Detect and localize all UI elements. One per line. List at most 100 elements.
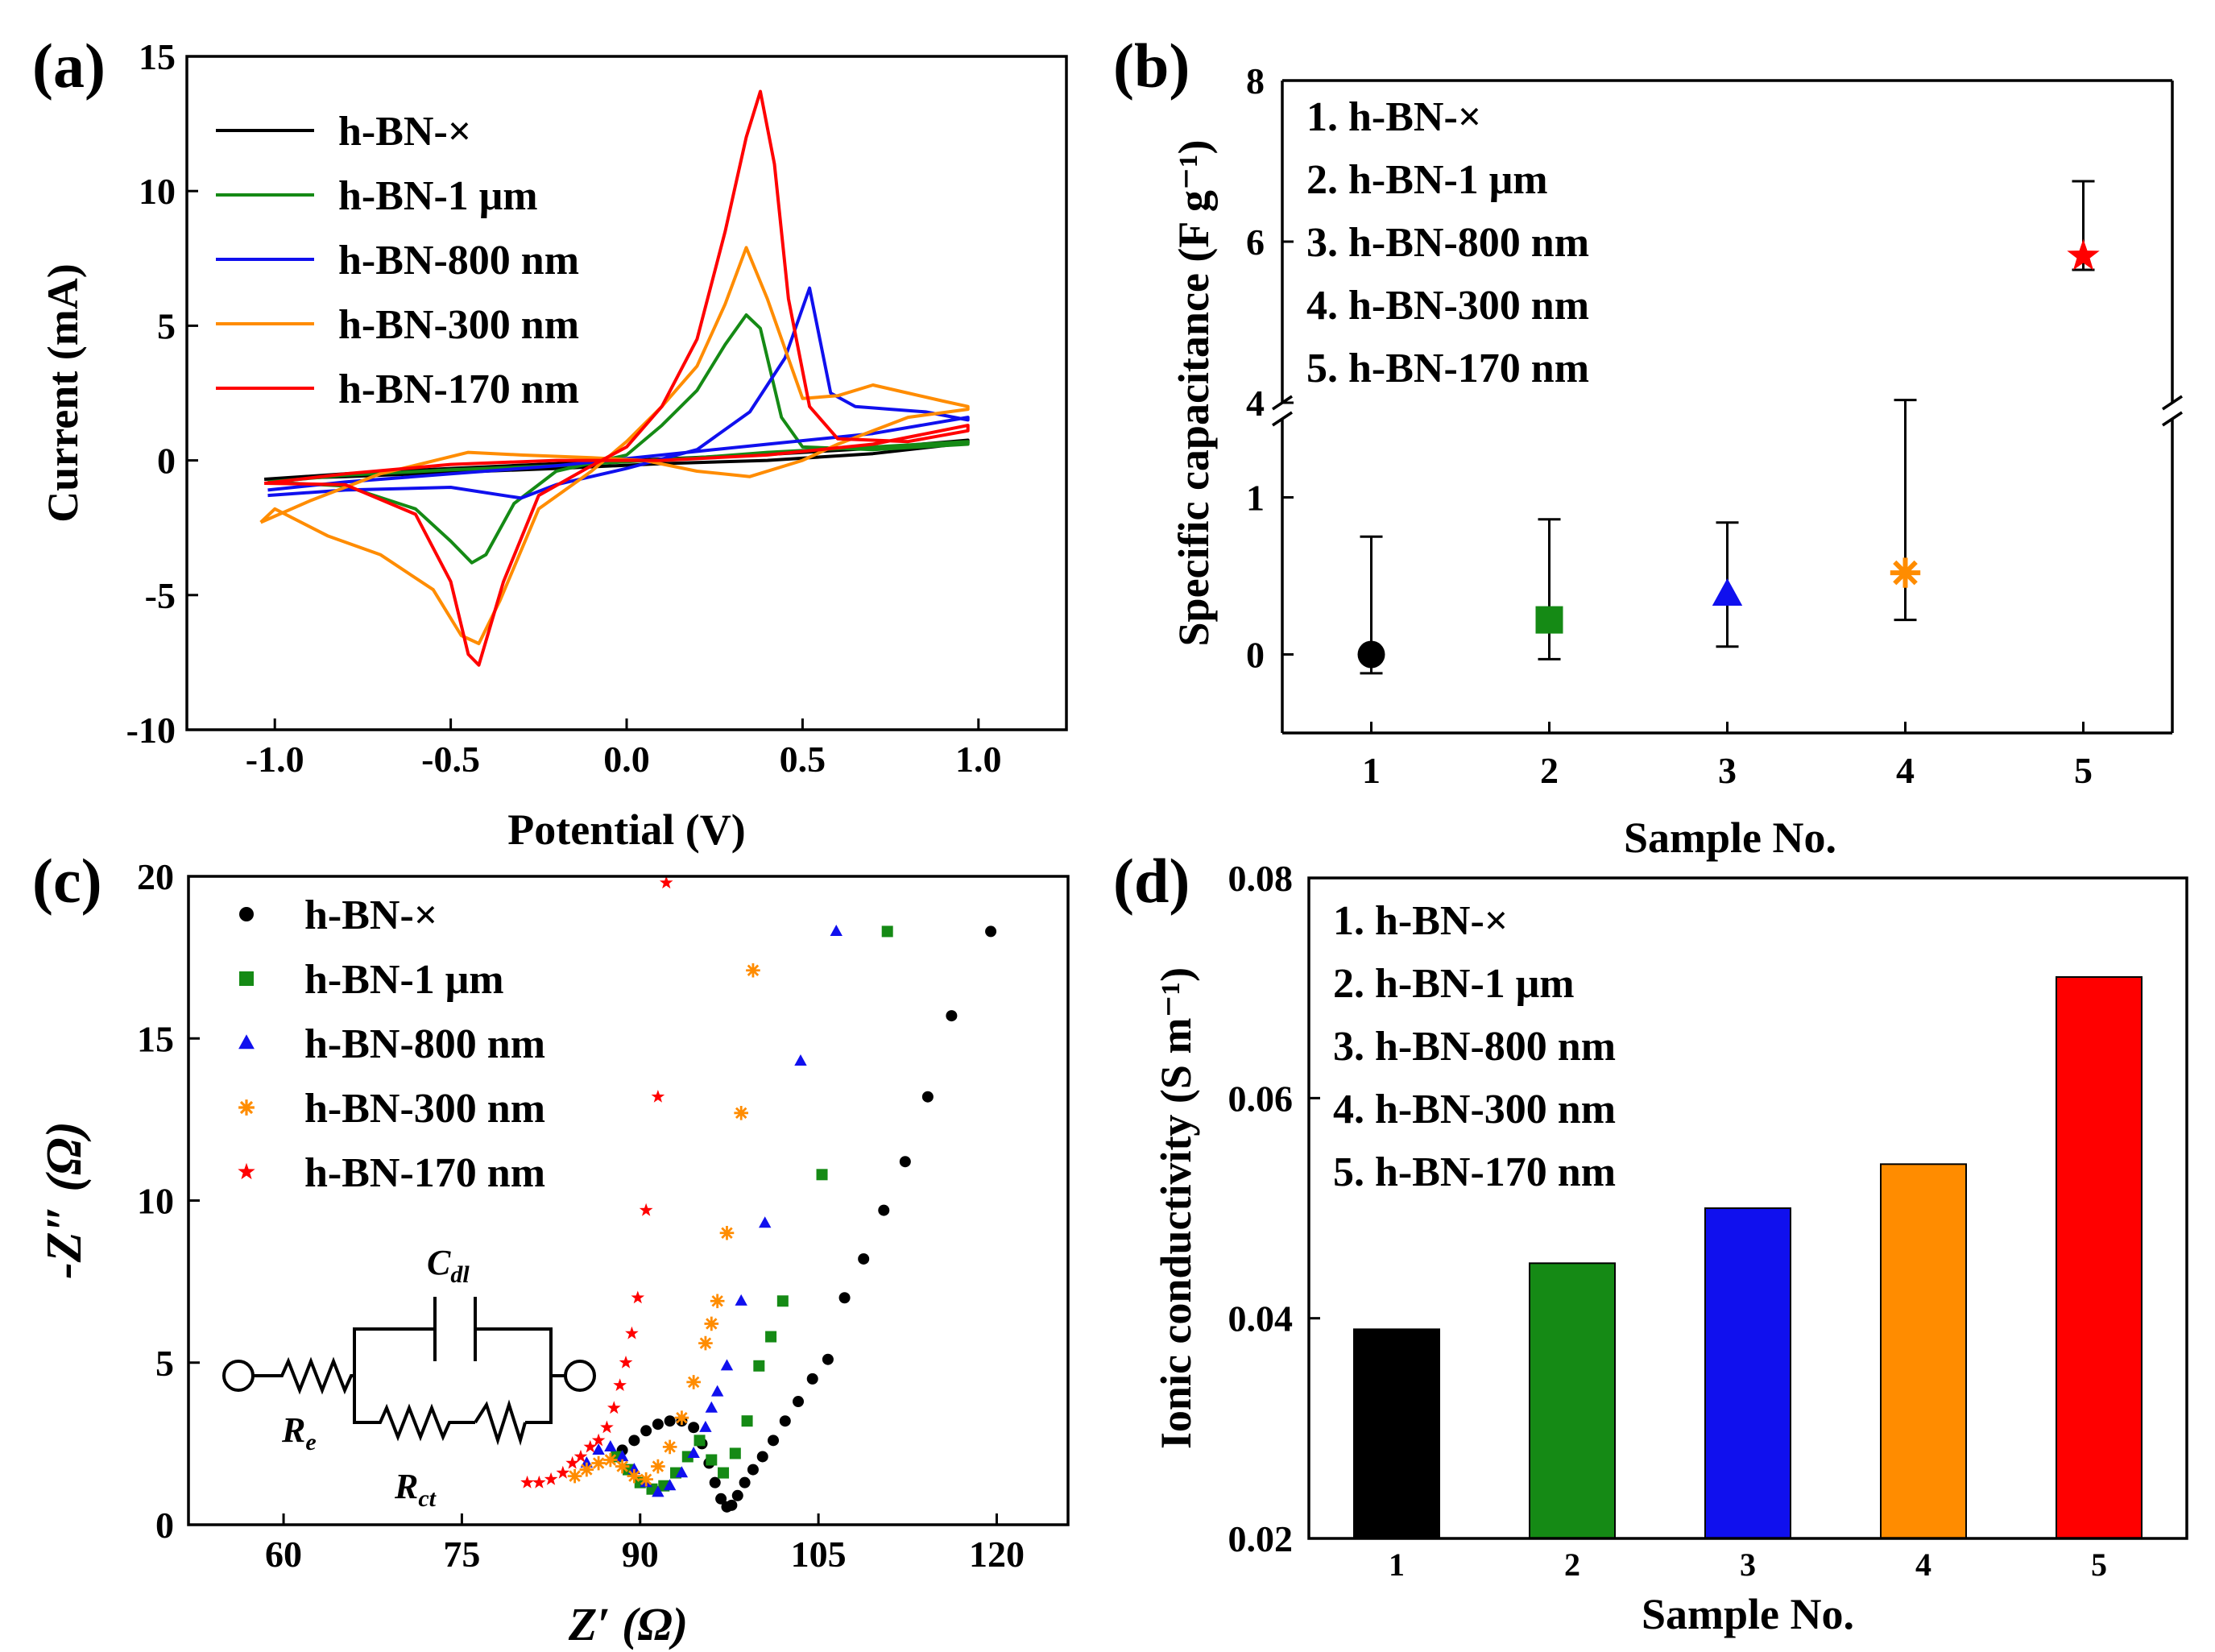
- panel-c-point-s2: [881, 925, 893, 938]
- panel-c-legend-marker-2: [239, 971, 254, 986]
- panel-b-point-1: [1357, 640, 1385, 669]
- panel-b-legend-item-2: 2. h-BN-1 μm: [1306, 157, 1548, 203]
- panel-c-point-s1: [628, 1435, 640, 1447]
- panel-c-point-s1: [793, 1396, 805, 1408]
- panel-c-point-s1: [806, 1373, 818, 1385]
- panel-c-point-s5: [544, 1472, 558, 1485]
- panel-c-point-s4: [710, 1294, 725, 1309]
- panel-c-point-s3: [615, 1450, 629, 1462]
- panel-d-xtick-label: 1: [1389, 1546, 1405, 1583]
- panel-c-point-s1: [756, 1451, 768, 1463]
- panel-b-legend-item-4: 4. h-BN-300 nm: [1306, 283, 1589, 329]
- panel-c-point-s5: [607, 1401, 621, 1414]
- panel-c-point-s3: [794, 1054, 807, 1066]
- rct-label: Rct: [394, 1467, 437, 1512]
- panel-a-ytick-label: -10: [126, 710, 176, 751]
- panel-c-point-s1: [688, 1422, 700, 1434]
- panel-a-xtick-label: 0.5: [780, 739, 826, 780]
- panel-c-point-s4: [615, 1459, 630, 1474]
- panel-a-ytick-label: 5: [157, 305, 176, 346]
- panel-c-xtick-label: 105: [791, 1534, 847, 1575]
- panel-c-xtick-label: 120: [969, 1534, 1025, 1575]
- panel-d-xlabel: Sample No.: [1642, 1590, 1854, 1638]
- panel-d-bar-1: [1353, 1328, 1440, 1540]
- panel-b-ytick-label: 6: [1246, 222, 1265, 263]
- panel-b-ytick-label: 8: [1246, 60, 1265, 101]
- panel-c-point-s1: [946, 1010, 958, 1022]
- panel-c-ytick-label: 10: [137, 1181, 174, 1222]
- panel-c-point-s4: [674, 1410, 689, 1425]
- panel-c-point-s2: [706, 1454, 718, 1466]
- panel-a-ytick-label: 15: [139, 36, 176, 77]
- panel-d-bar-4: [1880, 1163, 1967, 1540]
- panel-a-label: (a): [32, 31, 106, 101]
- panel-c-point-s3: [675, 1466, 689, 1478]
- panel-b-point-3: [1712, 578, 1743, 606]
- panel-b-xtick-label: 2: [1540, 750, 1559, 791]
- panel-c-point-s2: [816, 1169, 828, 1181]
- panel-a-xtick-label: -1.0: [246, 739, 304, 780]
- panel-c-point-s4: [686, 1375, 701, 1389]
- panel-c-point-s1: [747, 1464, 759, 1476]
- panel-c-point-s4: [662, 1439, 677, 1455]
- panel-c-point-s5: [532, 1475, 546, 1488]
- panel-c-legend-label-3: h-BN-800 nm: [304, 1021, 545, 1067]
- panel-c-point-s5: [600, 1420, 614, 1434]
- panel-b-legend-item-1: 1. h-BN-×: [1306, 94, 1481, 140]
- panel-c-point-s3: [705, 1401, 718, 1413]
- panel-c-point-s4: [746, 963, 760, 978]
- panel-c-xlabel: Z′ (Ω): [568, 1598, 688, 1650]
- panel-d-bar-3: [1704, 1207, 1791, 1539]
- panel-b-ytick-label: 4: [1246, 383, 1265, 424]
- panel-d-legend-item-3: 3. h-BN-800 nm: [1333, 1024, 1616, 1070]
- panel-c-point-s3: [604, 1440, 617, 1451]
- panel-a-xtick-label: -0.5: [421, 739, 480, 780]
- panel-d-ylabel: Ionic conductivity (S m⁻¹): [1152, 967, 1200, 1449]
- panel-a-frame: [185, 55, 1068, 731]
- panel-c-legend-marker-4: [238, 1099, 255, 1116]
- panel-c-point-s4: [627, 1468, 642, 1484]
- panel-d-label: (d): [1113, 846, 1190, 916]
- panel-c-point-s4: [579, 1462, 594, 1477]
- panel-d-legend-item-4: 4. h-BN-300 nm: [1333, 1087, 1616, 1132]
- panel-d-ytick-label: 0.02: [1228, 1518, 1294, 1559]
- panel-c-ytick-label: 20: [137, 856, 174, 897]
- panel-b-xtick-label: 5: [2074, 750, 2093, 791]
- panel-c-point-s5: [565, 1455, 579, 1469]
- panel-c-legend-marker-1: [239, 907, 254, 921]
- panel-c-point-s3: [592, 1443, 605, 1455]
- panel-c-point-s5: [573, 1449, 588, 1463]
- panel-a-xtick-label: 1.0: [955, 739, 1002, 780]
- panel-b-xtick-label: 4: [1896, 750, 1915, 791]
- panel-c-point-s2: [729, 1447, 741, 1459]
- panel-b-frame: [1272, 79, 2183, 735]
- panel-a-legend-label-1: h-BN-×: [338, 109, 471, 155]
- panel-c-point-s4: [591, 1455, 606, 1471]
- panel-b-point-5: [2067, 238, 2100, 271]
- panel-c-point-s4: [698, 1335, 713, 1351]
- panel-c-frame: [187, 875, 1070, 1526]
- panel-c-point-s4: [734, 1106, 748, 1120]
- panel-c-point-s1: [731, 1489, 743, 1501]
- cdl-label: Cdl: [427, 1243, 470, 1288]
- panel-c-legend-marker-3: [238, 1034, 255, 1050]
- panel-c-point-s3: [687, 1447, 700, 1459]
- panel-b-axis-break-mark: [2162, 411, 2183, 427]
- panel-c-point-s2: [718, 1467, 730, 1479]
- panel-c-point-s1: [664, 1415, 676, 1427]
- panel-c-point-s3: [580, 1456, 594, 1468]
- panel-c-point-s5: [625, 1326, 639, 1339]
- panel-c-point-s5: [619, 1356, 633, 1368]
- panel-c-point-s3: [699, 1420, 712, 1432]
- panel-c-point-s5: [591, 1433, 606, 1447]
- panel-c-point-s1: [652, 1418, 664, 1430]
- panel-a-ytick-label: 10: [139, 171, 176, 212]
- panel-c-point-s1: [715, 1493, 727, 1505]
- panel-d-ytick-label: 0.06: [1228, 1078, 1294, 1119]
- panel-d-frame: [1307, 876, 2188, 1540]
- panel-b-ytick-label: 0: [1246, 635, 1265, 676]
- re-label: Re: [281, 1410, 317, 1455]
- panel-c-point-s1: [899, 1156, 911, 1168]
- panel-b-axis-break-mark: [1272, 411, 1293, 427]
- panel-c-legend-label-1: h-BN-×: [304, 892, 437, 938]
